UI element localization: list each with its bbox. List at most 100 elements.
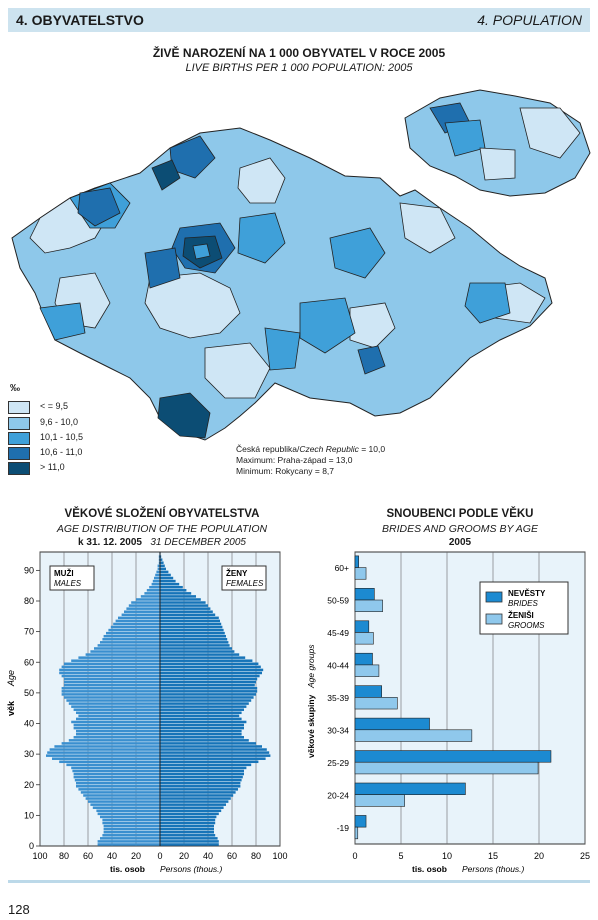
- pyramid-bar-male: [54, 745, 160, 748]
- pyramid-bar-male: [102, 821, 160, 825]
- pyramid-bar-female: [160, 739, 249, 742]
- pyramid-bar-female: [160, 644, 230, 647]
- map-region-darkest: [151, 159, 181, 191]
- pyramid-bar-male: [64, 677, 160, 681]
- bar-brides: [354, 652, 373, 666]
- pyramid-bar-female: [160, 748, 267, 751]
- bar-grooms: [354, 664, 380, 677]
- pyramid-bar-female: [160, 659, 253, 662]
- pyramid-bar-male: [157, 564, 160, 568]
- legend-grooms-swatch: [485, 613, 503, 625]
- section-title-cz: 4. OBYVATELSTVO: [16, 12, 144, 28]
- pyramid-bar-female: [160, 699, 252, 702]
- brides-x-tick: 0: [352, 851, 357, 861]
- legend-swatch-5: [8, 462, 30, 475]
- pyramid-bar-female: [160, 785, 241, 788]
- pyramid-bar-male: [158, 561, 160, 564]
- brides-x-tick: 5: [398, 851, 403, 861]
- pyramid-bar-male: [92, 806, 160, 809]
- pyramid-bar-male: [78, 714, 160, 718]
- pyramid-bar-male: [64, 680, 160, 684]
- section-header: 4. OBYVATELSTVO 4. POPULATION: [8, 8, 590, 32]
- pyramid-bar-male: [68, 739, 160, 742]
- pyramid-bar-female: [160, 690, 258, 693]
- brides-category-label: 50-59: [327, 596, 349, 606]
- brides-category-label: 20-24: [327, 790, 349, 800]
- pyramid-bar-male: [71, 705, 160, 708]
- brides-category-label: 35-39: [327, 693, 349, 703]
- pyramid-y-tick: 30: [24, 749, 34, 759]
- pyramid-bar-female: [160, 555, 162, 558]
- age-pyramid-chart: 100 80 60 40 20 0 20 40 60 80 10001020304050607080…: [6, 551, 288, 874]
- bar-grooms: [354, 826, 359, 840]
- pyramid-bar-female: [160, 775, 243, 779]
- pyramid-bar-female: [160, 573, 171, 577]
- legend-brides-swatch: [485, 591, 503, 603]
- map-note-max: Maximum: Praha-západ = 13,0: [236, 455, 353, 465]
- map-region-mid: [299, 297, 356, 354]
- note-value: = 10,0: [358, 444, 386, 454]
- pyramid-bar-male: [61, 687, 160, 690]
- pyramid-bar-male: [151, 582, 160, 586]
- pyramid-bar-male: [78, 656, 160, 659]
- brides-subtitle: BRIDES AND GROOMS BY AGE: [382, 523, 538, 535]
- pyramid-bar-female: [160, 641, 229, 644]
- map-region-mid: [329, 227, 386, 279]
- pyramid-bar-male: [76, 711, 160, 715]
- pyramid-bar-male: [149, 585, 160, 589]
- pyramid-bar-female: [160, 579, 176, 583]
- pyramid-bar-male: [80, 791, 160, 794]
- bar-grooms: [354, 794, 405, 807]
- pyramid-bar-male: [73, 726, 160, 730]
- pyramid-bar-female: [160, 576, 174, 580]
- pyramid-date-en: 31 DECEMBER 2005: [150, 537, 246, 548]
- pyramid-bar-male: [106, 631, 160, 635]
- pyramid-bar-female: [160, 818, 216, 822]
- pyramid-bar-female: [160, 582, 180, 586]
- pyramid-bar-female: [160, 589, 187, 592]
- pyramid-x-tick: 80: [251, 851, 261, 861]
- map-region-mid: [39, 302, 86, 341]
- pyramid-bar-female: [160, 751, 270, 754]
- pyramid-females-label: ŽENY: [226, 569, 248, 578]
- pyramid-x-tick: 100: [272, 851, 287, 861]
- pyramid-subtitle: AGE DISTRIBUTION OF THE POPULATION: [56, 523, 268, 535]
- pyramid-bar-male: [102, 834, 160, 837]
- legend-label-5: > 11,0: [40, 462, 65, 472]
- bar-brides: [354, 717, 430, 731]
- map-prague: [192, 243, 211, 260]
- pyramid-bar-female: [160, 662, 259, 666]
- pyramid-x-tick: 20: [179, 851, 189, 861]
- pyramid-bar-male: [61, 674, 160, 678]
- section-title-en: 4. POPULATION: [477, 12, 582, 28]
- pyramid-bar-female: [160, 570, 169, 574]
- pyramid-bar-male: [100, 837, 160, 840]
- pyramid-bar-male: [64, 696, 160, 699]
- pyramid-bar-female: [160, 736, 244, 739]
- pyramid-bar-male: [64, 683, 160, 687]
- pyramid-bar-female: [160, 668, 264, 672]
- pyramid-bar-male: [52, 757, 160, 760]
- pyramid-bar-female: [160, 788, 238, 791]
- pyramid-bar-male: [121, 613, 160, 617]
- map-region-mid: [264, 327, 301, 371]
- pyramid-x-tick: 80: [59, 851, 69, 861]
- brides-xlabel-cz: tis. osob: [412, 864, 447, 874]
- pyramid-bar-female: [160, 558, 163, 561]
- pyramid-bar-female: [160, 564, 165, 568]
- pyramid-bar-female: [160, 745, 262, 748]
- map-title: ŽIVĚ NAROZENÍ NA 1 000 OBYVATEL V ROCE 2…: [152, 46, 446, 60]
- pyramid-bar-female: [160, 794, 234, 797]
- pyramid-bar-male: [113, 622, 160, 626]
- bar-brides: [354, 588, 375, 601]
- pyramid-bar-female: [160, 561, 164, 564]
- pyramid-xlabel-cz: tis. osob: [110, 864, 145, 874]
- pyramid-bar-male: [76, 781, 160, 785]
- pyramid-bar-female: [160, 628, 224, 632]
- bar-grooms: [354, 567, 367, 580]
- pyramid-bar-male: [128, 604, 160, 607]
- brides-ylabel-cz: věkové skupiny: [306, 694, 316, 758]
- map-region-darkest: [157, 392, 211, 439]
- map-region-dark: [77, 187, 121, 227]
- pyramid-bar-male: [124, 610, 160, 613]
